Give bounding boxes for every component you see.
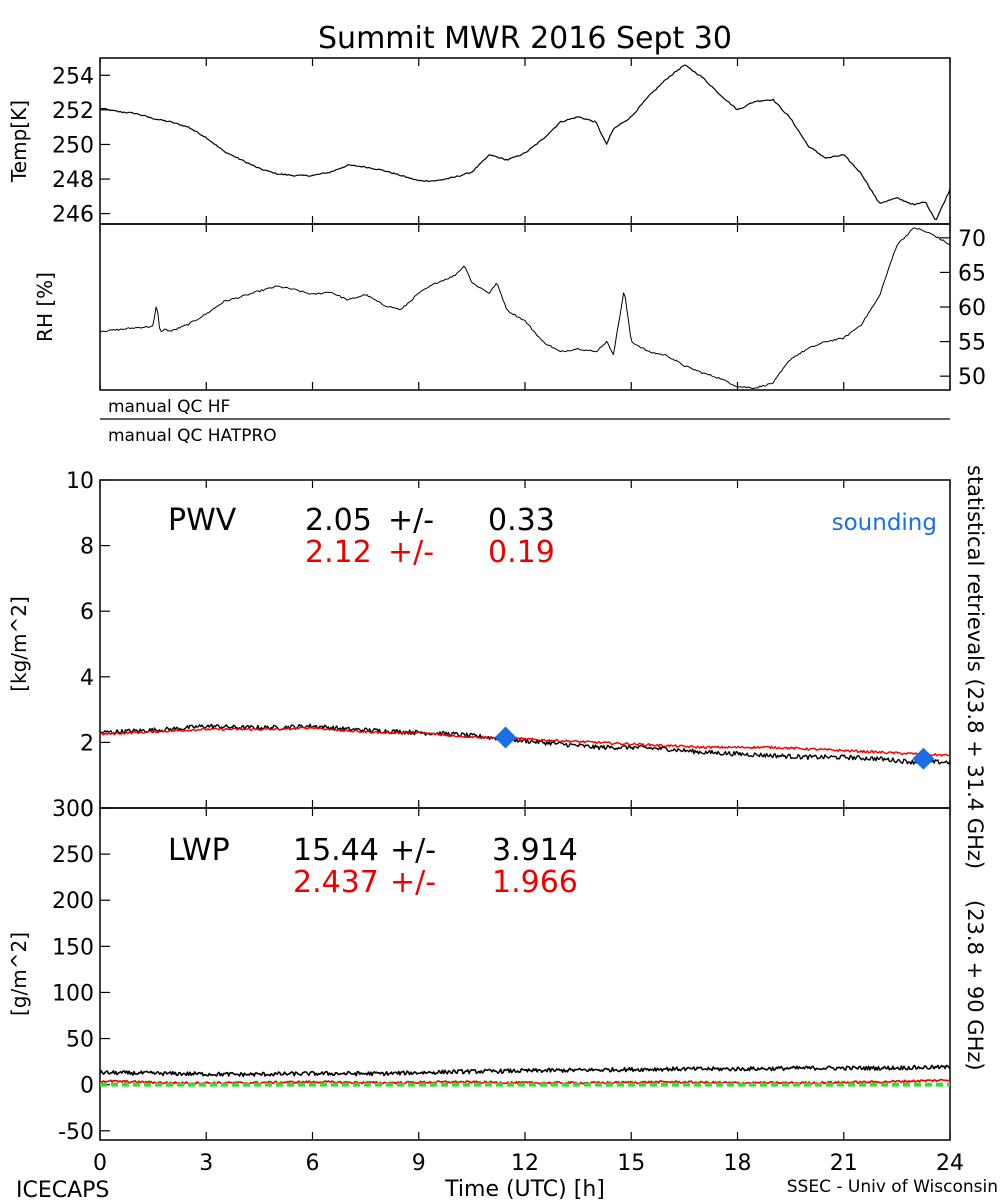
x-tick-label: 6: [306, 1151, 320, 1176]
lwp-y-tick-label: 250: [52, 843, 94, 868]
pwv-panel-label: PWV: [168, 503, 237, 538]
pwv-black-mean: 2.05: [305, 503, 372, 538]
lwp-black-pm: +/-: [390, 833, 436, 868]
sounding-marker: [494, 726, 517, 749]
temp-plot-frame: [99, 57, 951, 225]
lwp-y-axis-label: [g/m^2]: [7, 932, 31, 1016]
x-tick-label: 15: [617, 1151, 645, 1176]
retrieval-label-red: (23.8 + 90 GHz): [963, 900, 987, 1071]
qc-strip: manual QC HF manual QC HATPRO: [100, 397, 950, 446]
pwv-y-tick-label: 0: [80, 797, 94, 822]
temp-y-axis-label: Temp[K]: [7, 100, 31, 183]
lwp-panel-label: LWP: [168, 833, 230, 868]
sounding-legend: sounding: [832, 510, 937, 536]
lwp-black-std: 3.914: [492, 833, 578, 868]
pwv-red-pm: +/-: [388, 535, 434, 570]
lwp-y-tick-label: 300: [52, 797, 94, 822]
rh-y-tick-label: 60: [958, 296, 986, 321]
temp-y-tick-label: 252: [52, 99, 94, 124]
pwv-y-tick-label: 4: [80, 666, 94, 691]
rh-panel: 50 55 60 65 70 RH [%]: [33, 223, 986, 391]
rh-y-tick-label: 55: [958, 331, 986, 356]
pwv-panel: PWV 2.05 +/- 0.33 2.12 +/- 0.19 sounding…: [7, 469, 951, 822]
pwv-black-std: 0.33: [488, 503, 555, 538]
pwv-y-tick-label: 6: [80, 600, 94, 625]
temp-series-black: [99, 64, 951, 221]
lwp-y-tick-label: 50: [66, 1028, 94, 1053]
x-tick-label: 24: [936, 1151, 964, 1176]
pwv-y-tick-label: 8: [80, 535, 94, 560]
pwv-series-black: [99, 723, 951, 765]
lwp-y-tick-label: 200: [52, 889, 94, 914]
lwp-black-mean: 15.44: [293, 833, 379, 868]
x-tick-label: 3: [199, 1151, 213, 1176]
rh-y-tick-label: 70: [958, 227, 986, 252]
x-tick-label: 18: [724, 1151, 752, 1176]
lwp-red-mean: 2.437: [293, 865, 379, 900]
retrieval-label-black: statistical retrievals (23.8 + 31.4 GHz): [963, 465, 987, 869]
lwp-red-std: 1.966: [492, 865, 578, 900]
lwp-y-tick-label: -50: [58, 1120, 94, 1145]
lwp-y-tick-label: 0: [80, 1074, 94, 1099]
rh-series-black: [99, 227, 951, 389]
temp-y-tick-label: 250: [52, 133, 94, 158]
temp-panel: 246 248 250 252 254 Temp[K]: [7, 57, 951, 228]
rh-y-tick-label: 65: [958, 261, 986, 286]
x-axis: 0 3 6 9 12 15 18 21 24: [93, 1151, 964, 1176]
x-axis-title: Time (UTC) [h]: [444, 1177, 605, 1200]
pwv-black-pm: +/-: [388, 503, 434, 538]
qc-hatpro-label: manual QC HATPRO: [108, 426, 277, 446]
pwv-y-tick-label: 2: [80, 731, 94, 756]
x-tick-label: 0: [93, 1151, 107, 1176]
temp-y-tick-label: 246: [52, 203, 94, 228]
sounding-marker: [912, 747, 935, 770]
x-tick-label: 12: [511, 1151, 539, 1176]
x-tick-label: 9: [412, 1151, 426, 1176]
temp-y-tick-label: 248: [52, 168, 94, 193]
rh-y-tick-label: 50: [958, 365, 986, 390]
lwp-y-tick-label: 150: [52, 935, 94, 960]
lwp-y-tick-label: 100: [52, 981, 94, 1006]
rh-y-axis-label: RH [%]: [33, 272, 57, 342]
pwv-series-red: [99, 726, 951, 757]
qc-hf-label: manual QC HF: [108, 397, 230, 417]
footer-left-label: ICECAPS: [16, 1178, 109, 1200]
figure-title: Summit MWR 2016 Sept 30: [318, 21, 732, 56]
footer-right-label: SSEC - Univ of Wisconsin: [787, 1177, 998, 1197]
lwp-red-pm: +/-: [390, 865, 436, 900]
temp-y-tick-label: 254: [52, 64, 94, 89]
pwv-y-axis-label: [kg/m^2]: [7, 596, 31, 692]
pwv-red-mean: 2.12: [305, 535, 372, 570]
pwv-red-std: 0.19: [488, 535, 555, 570]
x-tick-label: 21: [830, 1151, 858, 1176]
rh-plot-frame: [99, 223, 951, 391]
lwp-panel: LWP 15.44 +/- 3.914 2.437 +/- 1.966 -50 0…: [7, 797, 951, 1145]
lwp-series-black: [99, 1064, 951, 1078]
pwv-y-tick-label: 10: [66, 469, 94, 494]
